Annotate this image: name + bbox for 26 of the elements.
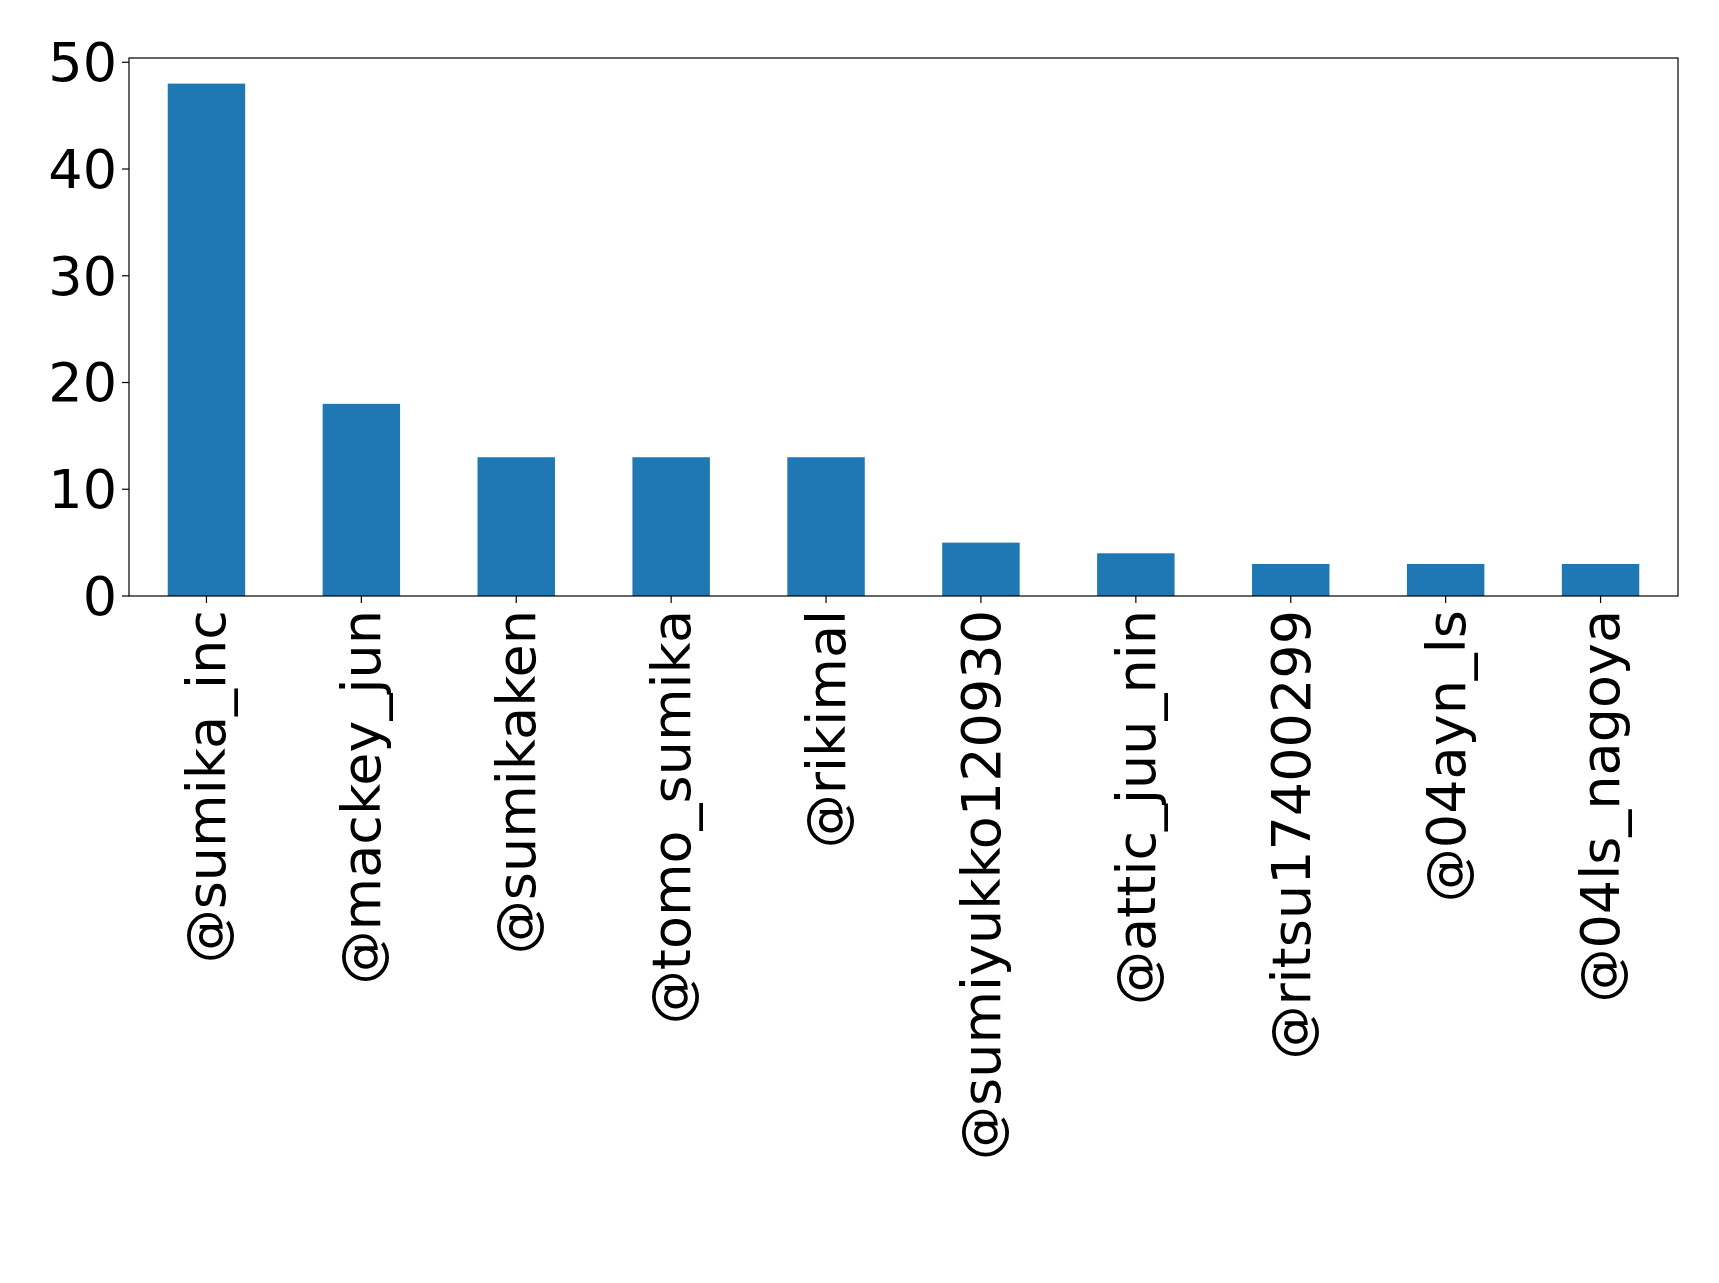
- bar: [787, 457, 865, 596]
- bar: [167, 83, 246, 596]
- y-tick-label: 10: [48, 458, 117, 522]
- x-tick-label: @tomo_sumika: [640, 610, 704, 1025]
- y-tick-label: 50: [48, 31, 117, 95]
- bar: [1097, 553, 1175, 596]
- bar: [942, 542, 1020, 596]
- x-tick-label: @attic_juu_nin: [1104, 610, 1168, 1006]
- x-tick-label: @04ayn_ls: [1414, 610, 1478, 903]
- x-tick-label: @rikimal: [794, 610, 858, 849]
- x-tick-label: @sumika_inc: [175, 610, 239, 964]
- y-tick-label: 40: [48, 137, 117, 201]
- bar: [477, 457, 555, 596]
- bar: [1561, 563, 1640, 596]
- x-tick-label: @04ls_nagoya: [1569, 610, 1633, 1003]
- bar: [1252, 563, 1330, 596]
- y-tick-label: 30: [48, 244, 117, 308]
- y-tick-label: 0: [82, 564, 117, 628]
- bar: [322, 403, 401, 596]
- x-tick-label: @sumikaken: [485, 610, 549, 955]
- x-tick-label: @ritsu17400299: [1259, 610, 1323, 1060]
- x-tick-label: @sumiyukko120930: [949, 610, 1013, 1160]
- bar: [632, 457, 710, 596]
- y-tick-label: 20: [48, 351, 117, 415]
- x-tick-label: @mackey_jun: [330, 610, 394, 985]
- bar: [1406, 563, 1485, 596]
